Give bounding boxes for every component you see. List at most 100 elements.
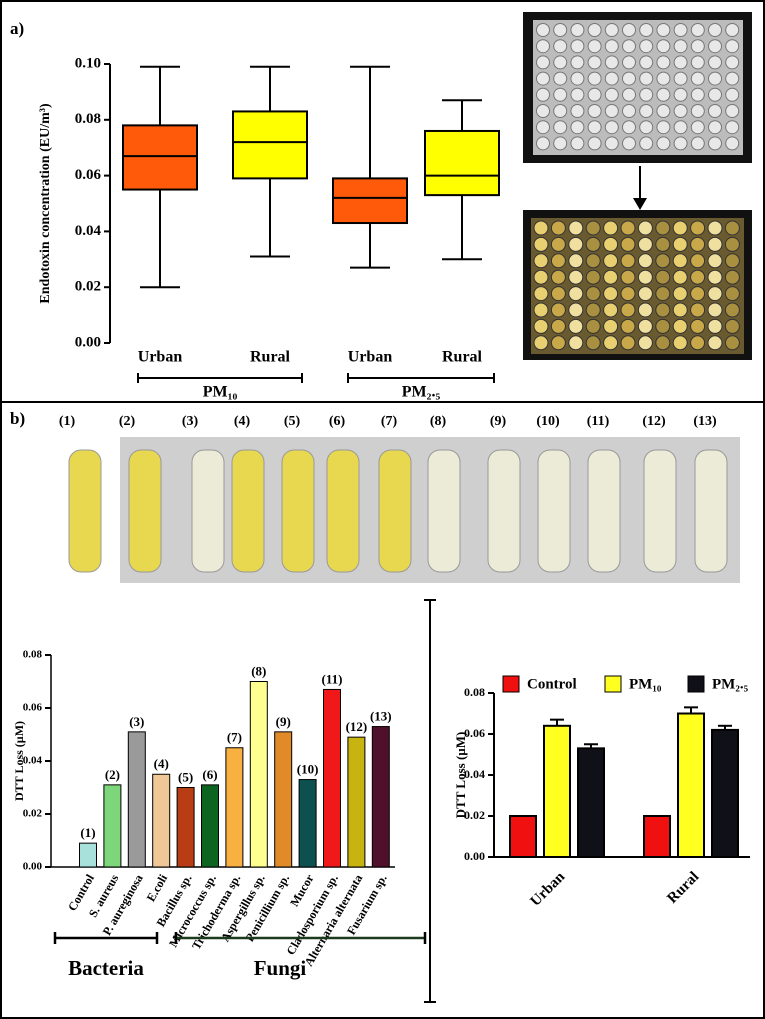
- legend-label: PM₁₀: [629, 676, 662, 692]
- well: [637, 335, 653, 351]
- y-tick-label: 0.10: [75, 55, 101, 71]
- well: [587, 87, 602, 102]
- well: [604, 55, 619, 70]
- bar: [249, 681, 268, 868]
- bar: [371, 726, 390, 868]
- well: [690, 120, 705, 135]
- well: [639, 136, 654, 151]
- y-tick-label: 0.06: [464, 726, 485, 740]
- panel-label: b): [10, 409, 25, 428]
- well: [655, 220, 671, 236]
- well: [622, 87, 636, 102]
- box: [424, 129, 500, 197]
- y-tick-label: 0.02: [23, 808, 43, 820]
- well: [639, 55, 654, 70]
- well: [655, 253, 671, 269]
- arrow-head: [633, 198, 647, 210]
- y-axis-label: DTT Loss (µM): [453, 732, 468, 819]
- well: [620, 269, 636, 285]
- well: [550, 269, 566, 285]
- tube: [587, 449, 621, 573]
- well: [672, 220, 688, 236]
- well: [724, 253, 740, 269]
- well: [637, 318, 653, 334]
- well: [724, 335, 740, 351]
- well: [603, 220, 619, 236]
- well: [690, 269, 706, 285]
- well: [672, 335, 688, 351]
- well: [553, 87, 568, 102]
- tube-label: (3): [182, 414, 199, 429]
- well: [533, 220, 549, 236]
- well: [622, 136, 636, 151]
- well: [570, 136, 585, 151]
- well: [553, 104, 568, 118]
- well: [622, 39, 636, 54]
- tube-label: (12): [642, 414, 666, 429]
- bar: [323, 688, 341, 868]
- well: [533, 269, 549, 285]
- well: [656, 104, 671, 118]
- well: [604, 23, 619, 37]
- well: [637, 253, 653, 269]
- tube-label: (4): [234, 414, 251, 429]
- well: [673, 136, 688, 151]
- well: [568, 236, 584, 252]
- well: [655, 318, 671, 334]
- well: [673, 55, 688, 70]
- well: [672, 269, 688, 285]
- bar-annotation: (9): [276, 714, 291, 729]
- well: [553, 120, 568, 135]
- well: [639, 71, 654, 86]
- well: [672, 318, 688, 334]
- well: [725, 55, 740, 70]
- well: [620, 302, 636, 318]
- y-tick-label: 0.06: [23, 702, 43, 714]
- well: [533, 236, 549, 252]
- well: [585, 302, 601, 318]
- well: [690, 71, 705, 86]
- tube-label: (8): [430, 414, 447, 429]
- well: [603, 302, 619, 318]
- well: [604, 136, 619, 151]
- well: [672, 286, 688, 302]
- y-tick-label: 0.00: [75, 334, 101, 350]
- well: [533, 318, 549, 334]
- legend-swatch: [604, 675, 622, 693]
- well: [587, 104, 602, 118]
- well: [568, 220, 584, 236]
- well: [604, 120, 619, 135]
- bar-annotation: (1): [80, 825, 95, 840]
- well: [656, 120, 671, 135]
- bar-annotation: (11): [322, 671, 343, 686]
- well: [639, 120, 654, 135]
- well: [655, 236, 671, 252]
- well: [637, 220, 653, 236]
- tube: [378, 449, 412, 573]
- bar-annotation: (6): [202, 767, 217, 782]
- well: [604, 39, 619, 54]
- well: [536, 87, 550, 102]
- well: [673, 87, 688, 102]
- well: [570, 71, 585, 86]
- well: [620, 236, 636, 252]
- bar: [643, 815, 671, 858]
- bar: [711, 728, 739, 859]
- box: [332, 177, 408, 225]
- y-axis-label: DTT Loss (µM): [12, 721, 26, 801]
- y-tick-label: 0.00: [464, 849, 485, 863]
- bar: [577, 747, 605, 858]
- well: [707, 269, 723, 285]
- group-label: PM₂.₅: [402, 384, 441, 401]
- well: [637, 302, 653, 318]
- tube: [281, 449, 315, 573]
- y-tick-label: 0.08: [464, 685, 485, 699]
- well: [673, 23, 688, 37]
- tube-label: (10): [536, 414, 560, 429]
- well: [656, 136, 671, 151]
- tube-label: (11): [587, 414, 610, 429]
- well: [568, 269, 584, 285]
- y-tick-label: 0.00: [23, 861, 43, 873]
- bar: [509, 815, 537, 858]
